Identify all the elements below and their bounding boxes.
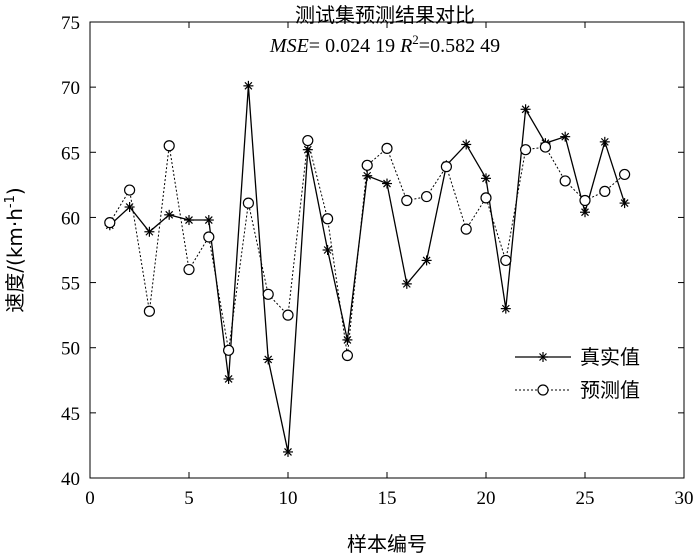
series-2-point [599, 185, 611, 197]
series-1-point [322, 245, 333, 255]
series-1-point [382, 178, 392, 189]
x-tick-label: 0 [85, 488, 95, 509]
legend-marker-2 [537, 384, 549, 396]
series-2-point [203, 231, 215, 243]
series-2-point [124, 184, 136, 196]
x-tick-label: 25 [576, 488, 595, 509]
series-2-line [109, 140, 625, 356]
series-2-point [104, 217, 116, 229]
series-1-point [283, 446, 293, 457]
legend-label-1: 真实值 [580, 345, 640, 369]
series-1-point [302, 144, 313, 155]
series-1-point [342, 334, 353, 345]
series-2-point [322, 213, 334, 225]
y-axis-label: 速度/(km·h-1) [3, 187, 27, 312]
y-tick-label: 40 [61, 469, 80, 490]
series-1-point [461, 139, 472, 150]
y-tick-label: 55 [61, 274, 80, 295]
series-2-point [341, 349, 353, 362]
series-2-point [282, 309, 294, 321]
series-2-point [361, 159, 373, 171]
series-1-point [124, 202, 135, 213]
y-axis-label-main: 速度/(km·h [3, 208, 27, 313]
y-axis-label-sup: -1 [3, 195, 18, 208]
x-tick-label: 20 [477, 488, 496, 509]
legend-label-2: 预测值 [580, 378, 640, 402]
series-1-point [421, 255, 432, 266]
series-2-point [183, 263, 195, 276]
series-1-point [619, 198, 630, 209]
series-2-point [618, 168, 631, 181]
series-2-point [242, 197, 254, 209]
series-2-point [539, 141, 552, 153]
mse-label: MSE [269, 35, 309, 57]
series-2-point [381, 142, 393, 154]
y-axis-label-close: ) [3, 187, 27, 195]
series-2-point [480, 192, 492, 204]
series-1-point [144, 226, 155, 237]
series-1-point [580, 207, 590, 218]
series-1-point [223, 373, 234, 384]
x-tick-label: 10 [279, 488, 298, 509]
y-tick-label: 45 [61, 404, 80, 425]
r2-superscript: 2 [412, 32, 419, 47]
series-1-point [203, 215, 214, 226]
series-1-point [520, 104, 531, 115]
series-1-point [362, 170, 373, 181]
series-2-point [559, 175, 571, 187]
series-1-point [184, 215, 194, 226]
series-2-point [143, 305, 155, 317]
x-tick-label: 15 [378, 488, 397, 509]
series-1-point [599, 136, 610, 147]
legend-marker-1 [538, 352, 548, 362]
series-2-point [440, 161, 452, 173]
y-tick-label: 65 [61, 143, 80, 164]
series-2-point [302, 134, 314, 147]
x-tick-label: 30 [675, 488, 694, 509]
series-2-point [460, 223, 472, 235]
series-2-point [163, 140, 175, 152]
series-2-point [500, 254, 512, 267]
r2-label: R [399, 35, 412, 57]
series-1-point [243, 80, 254, 91]
series-1-point [164, 209, 175, 220]
y-tick-label: 75 [61, 13, 80, 34]
series-2-point [579, 194, 591, 207]
y-tick-label: 50 [61, 339, 80, 360]
y-tick-label: 70 [61, 78, 80, 99]
series-2-point [519, 144, 532, 156]
plot-area-frame [89, 21, 685, 479]
series-1-point [560, 131, 571, 142]
series-1-point [263, 354, 274, 365]
y-tick-label: 60 [61, 208, 80, 229]
series-2 [104, 134, 631, 362]
series-2-point [262, 288, 274, 300]
mse-value: = 0.024 19 [309, 35, 400, 57]
series-1-point [401, 278, 412, 289]
x-tick-label: 5 [184, 488, 194, 509]
series-1-point [500, 303, 511, 314]
x-axis-label: 样本编号 [347, 532, 427, 556]
axis-ticks: 0 5 10 15 20 25 30 40 45 50 55 60 65 70 75 [61, 13, 694, 509]
series-layer [104, 80, 631, 457]
series-2-point [223, 344, 235, 356]
chart-subtitle: MSE= 0.024 19 R2=0.582 49 [269, 32, 500, 57]
series-2-point [401, 194, 413, 207]
series-2-point [421, 190, 433, 203]
r2-value: =0.582 49 [419, 35, 500, 57]
series-1-point [481, 173, 491, 184]
chart-title: 测试集预测结果对比 [295, 3, 475, 27]
